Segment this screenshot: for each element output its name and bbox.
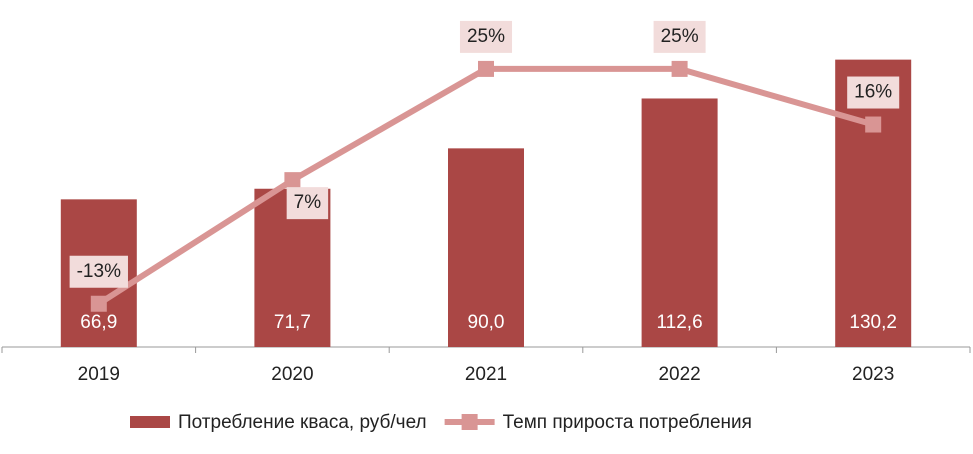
data-label-box	[286, 187, 329, 220]
legend-label: Темп прироста потребления	[503, 412, 752, 433]
data-label: 25%	[467, 26, 505, 47]
legend-label: Потребление кваса, руб/чел	[178, 412, 427, 433]
line-marker	[671, 60, 688, 77]
bar-label: 112,6	[657, 312, 703, 333]
line-marker	[865, 116, 882, 133]
data-label-box	[653, 20, 706, 53]
legend-swatch	[461, 414, 478, 430]
bar-label: 130,2	[849, 312, 897, 333]
line-marker	[90, 295, 107, 312]
data-label-box	[847, 76, 900, 109]
bar-label: 66,9	[80, 312, 117, 333]
data-label: 16%	[854, 82, 892, 103]
bar	[641, 98, 718, 348]
x-tick-label: 2022	[658, 364, 700, 385]
x-tick-label: 2021	[465, 364, 507, 385]
line-marker	[284, 172, 301, 189]
bar	[448, 148, 524, 347]
x-tick-label: 2019	[78, 364, 120, 385]
data-label: 25%	[661, 26, 699, 47]
data-label-box	[459, 20, 513, 53]
line-marker	[478, 60, 494, 77]
data-label-box	[69, 255, 128, 288]
data-label: 7%	[294, 192, 322, 213]
bar-label: 90,0	[468, 312, 505, 333]
x-tick-label: 2023	[852, 364, 894, 385]
legend-swatch	[130, 416, 170, 428]
data-label: -13%	[77, 261, 121, 282]
bar-label: 71,7	[274, 312, 311, 333]
x-tick-label: 2020	[271, 364, 313, 385]
